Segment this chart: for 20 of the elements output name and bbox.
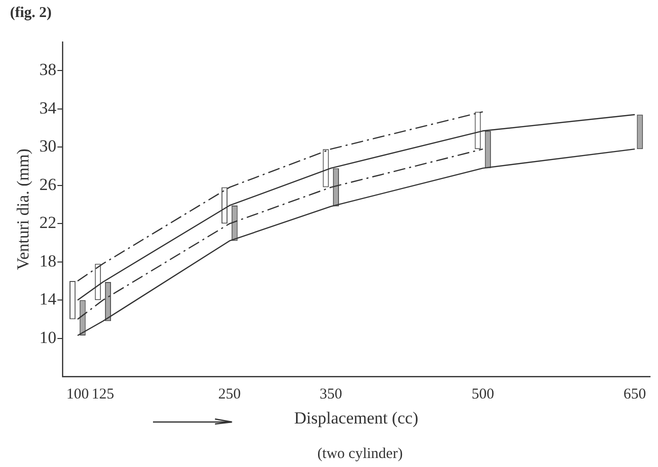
x-tick-label: 500 bbox=[472, 386, 494, 403]
line-series bbox=[76, 148, 484, 320]
y-tick-label: 34 bbox=[39, 98, 57, 118]
y-tick-label: 22 bbox=[39, 213, 56, 232]
y-tick-label: 14 bbox=[39, 290, 57, 309]
y-tick-label: 26 bbox=[39, 174, 56, 194]
chart-title: (fig. 2) bbox=[10, 4, 52, 21]
x-tick-label: 350 bbox=[320, 386, 342, 403]
x-tick-label: 650 bbox=[624, 386, 646, 403]
y-tick-label: 30 bbox=[39, 136, 56, 156]
line-series bbox=[76, 111, 484, 282]
y-tick-label: 18 bbox=[39, 251, 56, 270]
x-tick-label: 100 bbox=[66, 386, 89, 403]
y-axis-title: Venturi dia. (mm) bbox=[14, 148, 33, 270]
x-axis-title: Displacement (cc) bbox=[294, 408, 418, 428]
x-tick-label: 250 bbox=[218, 386, 241, 403]
text: (two cylinder) bbox=[317, 446, 403, 462]
y-tick-label: 10 bbox=[39, 328, 56, 347]
x-tick-label: 125 bbox=[92, 386, 114, 403]
y-tick-label: 38 bbox=[39, 60, 56, 80]
